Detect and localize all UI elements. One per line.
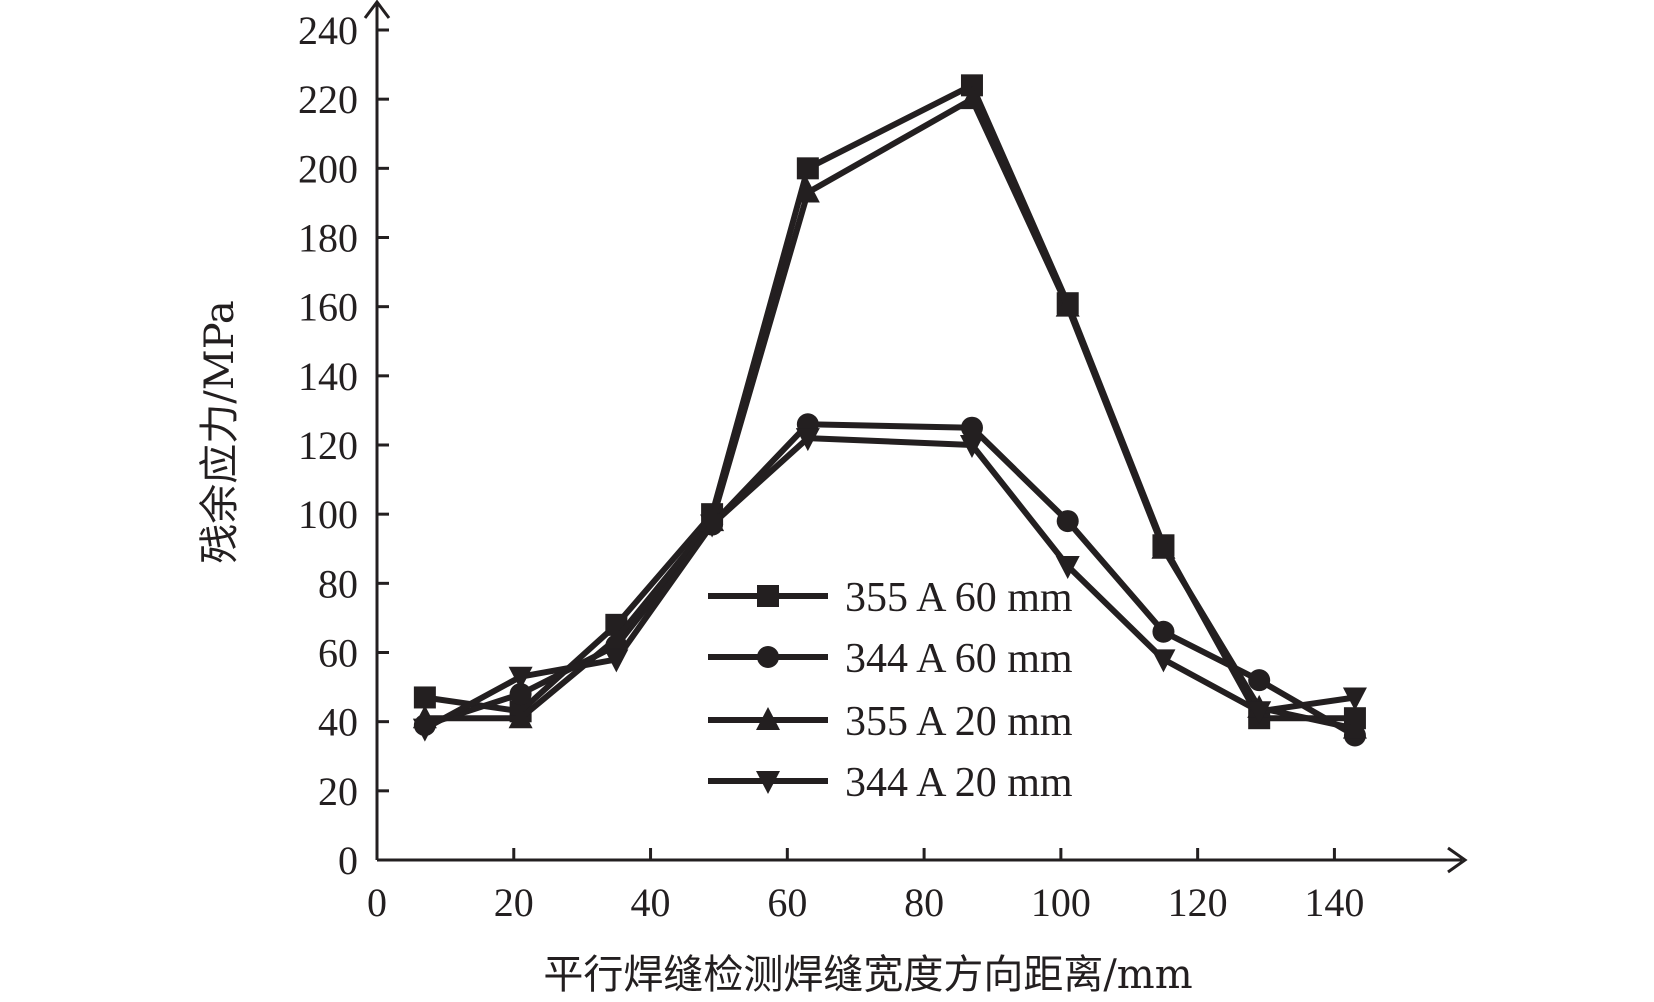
series-3 <box>412 86 1367 739</box>
y-tick-label: 80 <box>318 561 358 606</box>
legend-item: 355 A 20 mm <box>708 699 1073 745</box>
data-point <box>795 428 820 452</box>
x-tick-label: 80 <box>904 880 944 925</box>
axes <box>363 0 1468 874</box>
data-point <box>959 435 984 458</box>
legend-label: 355 A 20 mm <box>845 699 1073 745</box>
y-tick-label: 60 <box>318 631 358 676</box>
data-point <box>757 585 779 607</box>
data-point <box>795 179 820 203</box>
legend-item: 355 A 60 mm <box>708 575 1073 621</box>
y-tick-label: 220 <box>298 77 358 122</box>
data-point <box>960 416 983 439</box>
y-tick-label: 120 <box>298 423 358 468</box>
series-4 <box>412 428 1367 742</box>
y-axis-ticks: 0 20 40 60 80 100 120 140 160 180 200 220 240 <box>298 8 389 883</box>
legend-item: 344 A 20 mm <box>708 760 1073 806</box>
x-tick-label: 60 <box>767 880 807 925</box>
legend: 355 A 60 mm 344 A 60 mm 355 A 20 mm 344 A 2… <box>708 575 1073 806</box>
data-point <box>796 157 819 180</box>
legend-label: 355 A 60 mm <box>845 575 1073 621</box>
series-line <box>424 82 1355 722</box>
x-tick-label: 140 <box>1304 880 1364 925</box>
data-point <box>1056 510 1079 533</box>
data-point <box>413 686 436 709</box>
data-point <box>1152 620 1175 643</box>
legend-label: 344 A 20 mm <box>845 760 1073 806</box>
data-point <box>508 666 533 690</box>
y-tick-label: 0 <box>338 838 358 883</box>
y-axis-arrow <box>363 0 391 19</box>
data-point <box>604 649 629 673</box>
data-point <box>412 718 437 742</box>
y-tick-label: 100 <box>298 492 358 537</box>
data-point <box>509 683 532 705</box>
series-line <box>423 435 1356 732</box>
data-point <box>960 74 983 97</box>
data-point <box>756 707 780 730</box>
x-tick-label: 0 <box>367 880 387 925</box>
data-point <box>508 705 533 729</box>
series-line <box>424 96 1356 732</box>
x-tick-label: 40 <box>631 880 671 925</box>
x-tick-label: 100 <box>1031 880 1091 925</box>
data-point <box>1247 701 1272 725</box>
y-tick-label: 140 <box>298 354 358 399</box>
data-point <box>1151 535 1176 559</box>
data-point <box>1248 669 1271 692</box>
data-point <box>1151 649 1176 673</box>
data-point <box>1342 715 1367 739</box>
y-axis-title: 残余应力/MPa <box>197 300 243 563</box>
data-point <box>959 86 984 110</box>
y-tick-label: 240 <box>298 8 358 53</box>
x-tick-label: 120 <box>1168 880 1228 925</box>
legend-label: 344 A 60 mm <box>845 636 1073 682</box>
data-point <box>756 771 780 794</box>
x-tick-label: 20 <box>494 880 534 925</box>
y-tick-label: 40 <box>318 700 358 745</box>
x-axis-ticks: 0 20 40 60 80 100 120 140 <box>367 848 1364 925</box>
data-point <box>700 514 725 538</box>
x-axis-arrow <box>1447 846 1468 874</box>
x-axis-title: 平行焊缝检测焊缝宽度方向距离/mm <box>543 952 1192 998</box>
y-tick-label: 160 <box>298 285 358 330</box>
data-point <box>1342 687 1367 711</box>
series-layer <box>412 74 1367 747</box>
y-tick-label: 200 <box>298 146 358 191</box>
data-point <box>1055 293 1080 317</box>
y-tick-label: 180 <box>298 216 358 261</box>
y-tick-label: 20 <box>318 769 358 814</box>
data-point <box>757 646 779 668</box>
series-1 <box>413 74 1366 730</box>
data-point <box>1055 556 1080 580</box>
data-point <box>604 625 629 649</box>
legend-item: 344 A 60 mm <box>708 636 1073 682</box>
